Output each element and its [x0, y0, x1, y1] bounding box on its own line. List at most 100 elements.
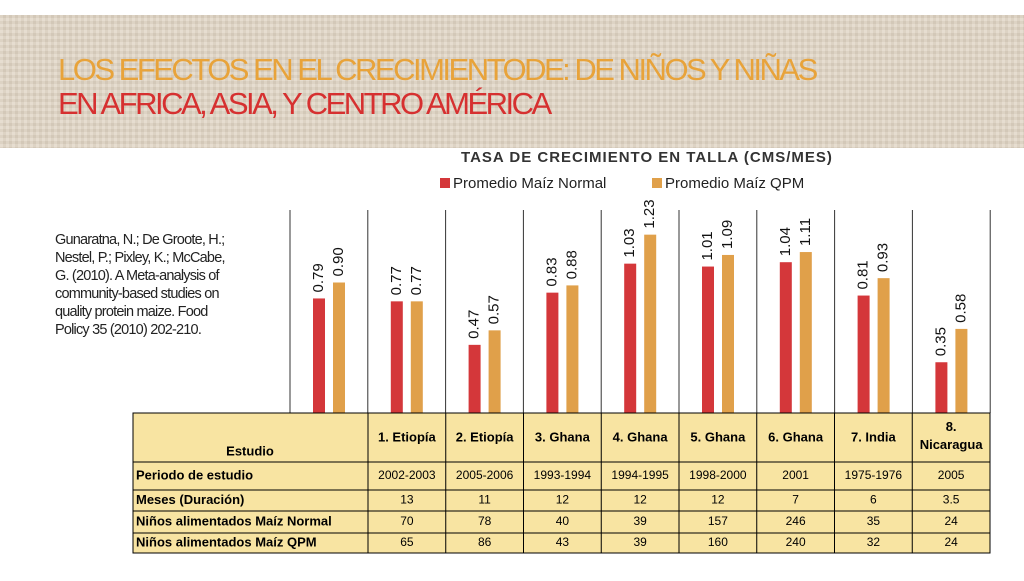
value-label: 1.23 — [641, 199, 658, 228]
table-cell: 13 — [400, 493, 414, 507]
table-cell: 12 — [556, 493, 570, 507]
citation: Gunaratna, N.; De Groote, H.; Nestel, P.;… — [55, 232, 225, 338]
bar — [857, 295, 870, 413]
column-header: 8. Nicaragua — [920, 419, 984, 452]
table-cell: 43 — [556, 535, 570, 549]
value-label: 0.77 — [408, 266, 425, 295]
value-label: 1.11 — [797, 218, 814, 246]
bar — [468, 344, 481, 413]
table-background — [132, 412, 991, 554]
table-cell: 1975-1976 — [845, 468, 903, 482]
bar — [779, 262, 792, 413]
value-label: 1.04 — [777, 227, 794, 256]
value-label: 1.09 — [719, 220, 736, 249]
value-label: 0.58 — [952, 294, 969, 323]
column-header: 6. Ghana — [768, 429, 824, 444]
table-cell: 1993-1994 — [534, 468, 592, 482]
title-banner — [0, 15, 1024, 148]
table-cell: 240 — [786, 535, 806, 549]
citation-line: Nestel, P.; Pixley, K.; McCabe, — [55, 250, 225, 266]
chart: Promedio Maíz Normal Promedio Maíz QPM 0.7… — [289, 175, 991, 413]
bar — [644, 234, 657, 413]
row-label: Meses (Duración) — [136, 492, 244, 507]
table-cell: 39 — [633, 514, 647, 528]
table-cell: 12 — [711, 493, 725, 507]
table-cell: 24 — [944, 514, 958, 528]
table-cell: 65 — [400, 535, 414, 549]
table-cell: 12 — [633, 493, 647, 507]
citation-line: Gunaratna, N.; De Groote, H.; — [55, 232, 224, 248]
table-cell: 3.5 — [943, 493, 960, 507]
bar — [877, 278, 890, 413]
legend-label: Promedio Maíz Normal — [453, 175, 606, 192]
table-cell: 2005 — [938, 468, 965, 482]
value-label: 0.77 — [388, 266, 405, 295]
value-label: 1.01 — [699, 231, 716, 260]
bar — [566, 285, 579, 413]
table-cell: 35 — [867, 514, 881, 528]
row-label: Periodo de estudio — [136, 467, 253, 482]
bar — [624, 263, 637, 413]
table-cell: 11 — [478, 493, 491, 507]
table-cell: 157 — [708, 514, 728, 528]
data-table: Estudio 1. Etiopía 2. Etiopía 3. Ghana 4. Gh… — [132, 412, 991, 554]
table-header: Estudio — [226, 443, 274, 458]
column-header-line: 8. — [946, 419, 957, 434]
value-label: 0.90 — [330, 247, 347, 276]
column-header: 7. India — [851, 429, 897, 444]
table-cell: 1994-1995 — [611, 468, 669, 482]
citation-line: G. (2010). A Meta-analysis of — [55, 268, 221, 284]
table-cell: 2005-2006 — [456, 468, 514, 482]
bar — [313, 298, 325, 413]
title-line-1: LOS EFECTOS EN EL CRECIMIENTODE: DE NIÑO… — [58, 52, 818, 87]
row-label: Niños alimentados Maíz Normal — [136, 513, 332, 528]
legend-swatch — [652, 178, 662, 188]
bar — [333, 282, 345, 413]
table-cell: 246 — [786, 514, 806, 528]
bar — [546, 292, 559, 413]
bar — [488, 330, 501, 413]
table-cell: 40 — [556, 514, 570, 528]
citation-line: Policy 35 (2010) 202-210. — [55, 322, 201, 338]
table-cell: 2002-2003 — [378, 468, 436, 482]
column-header: 1. Etiopía — [378, 429, 437, 444]
column-header: 4. Ghana — [613, 429, 669, 444]
table-cell: 7 — [792, 493, 799, 507]
bar — [799, 252, 812, 413]
bar — [702, 266, 714, 413]
value-label: 0.81 — [855, 260, 872, 289]
column-header: 5. Ghana — [690, 429, 746, 444]
column-header-line: Nicaragua — [920, 437, 984, 452]
bar — [722, 254, 734, 413]
citation-line: community-based studies on — [55, 286, 219, 302]
bar — [935, 362, 948, 413]
bar — [390, 301, 403, 413]
legend-swatch — [440, 178, 450, 188]
table-cell: 78 — [478, 514, 492, 528]
value-label: 0.88 — [563, 250, 580, 279]
table-cell: 160 — [708, 535, 728, 549]
row-label: Niños alimentados Maíz QPM — [136, 534, 317, 549]
table-cell: 39 — [633, 535, 647, 549]
table-cell: 70 — [400, 514, 414, 528]
table-cell: 32 — [867, 535, 881, 549]
table-cell: 6 — [870, 493, 877, 507]
bar — [955, 328, 968, 413]
value-label: 0.83 — [543, 257, 560, 286]
title-line-2: EN AFRICA, ASIA, Y CENTRO AMÉRICA — [58, 86, 553, 121]
bar — [410, 301, 423, 413]
value-label: 1.03 — [621, 228, 638, 257]
value-label: 0.57 — [486, 295, 503, 324]
value-label: 0.47 — [466, 310, 483, 339]
citation-line: quality protein maize. Food — [55, 304, 208, 320]
value-label: 0.35 — [932, 327, 949, 356]
table-cell: 1998-2000 — [689, 468, 747, 482]
table-cell: 24 — [944, 535, 958, 549]
legend-label: Promedio Maíz QPM — [665, 175, 804, 192]
table-cell: 2001 — [782, 468, 809, 482]
value-label: 0.93 — [875, 243, 892, 272]
column-header: 2. Etiopía — [456, 429, 515, 444]
chart-title: TASA DE CRECIMIENTO EN TALLA (CMS/MES) — [461, 149, 833, 166]
